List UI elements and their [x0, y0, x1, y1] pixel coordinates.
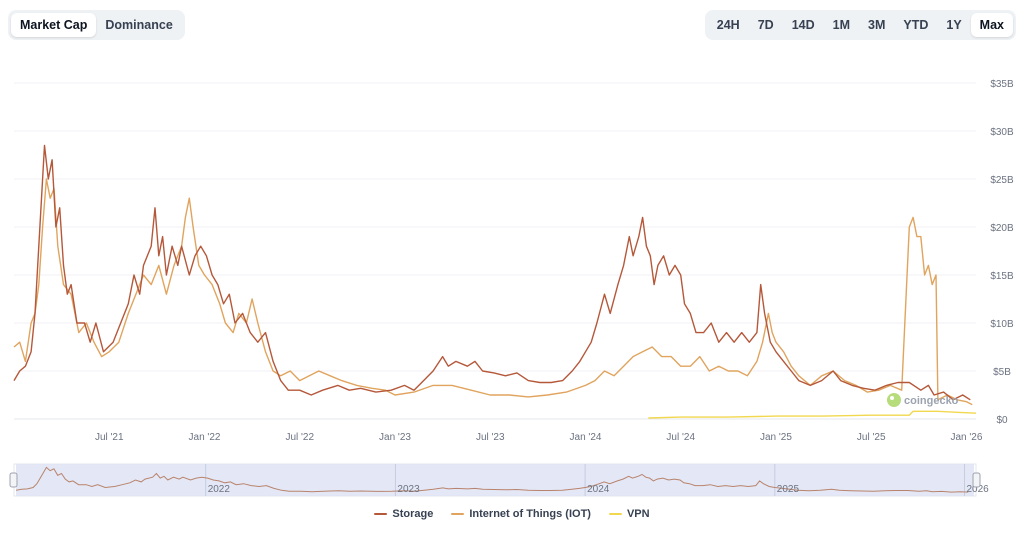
x-tick-label: Jan '24: [570, 432, 602, 443]
y-tick-label: $10B: [990, 319, 1014, 330]
dominance-button[interactable]: Dominance: [105, 18, 173, 32]
range-navigator[interactable]: 2022 2023 2024 2025 2026: [9, 463, 990, 497]
chart-legend: Storage Internet of Things (IOT) VPN: [0, 508, 1024, 520]
legend-label-iot: Internet of Things (IOT): [469, 508, 591, 520]
metric-toggle: Market Cap Dominance: [8, 10, 185, 40]
navigator-year-label: 2024: [587, 484, 610, 495]
y-tick-label: $35B: [990, 79, 1014, 90]
range-max-button[interactable]: Max: [970, 13, 1013, 37]
navigator-year-label: 2026: [967, 484, 990, 495]
navigator-selection[interactable]: [16, 464, 974, 496]
navigator-year-label: 2022: [208, 484, 231, 495]
x-tick-label: Jan '26: [951, 432, 983, 443]
legend-label-vpn: VPN: [626, 508, 650, 520]
x-tick-label: Jan '25: [760, 432, 792, 443]
x-tick-label: Jul '22: [285, 432, 314, 443]
legend-label-storage: Storage: [392, 508, 434, 520]
x-tick-label: Jul '23: [476, 432, 505, 443]
series-line-iot[interactable]: [13, 178, 973, 406]
legend-item-iot[interactable]: Internet of Things (IOT): [451, 508, 591, 520]
x-tick-label: Jul '24: [666, 432, 695, 443]
series-line-storage[interactable]: [13, 144, 971, 401]
range-7d-button[interactable]: 7D: [757, 18, 774, 32]
navigator-year-label: 2023: [397, 484, 420, 495]
range-1m-button[interactable]: 1M: [832, 18, 850, 32]
range-3m-button[interactable]: 3M: [868, 18, 886, 32]
coingecko-logo-eye-icon: [890, 396, 894, 400]
navigator-right-handle[interactable]: [972, 472, 981, 488]
legend-swatch-storage: [374, 513, 388, 515]
y-tick-label: $30B: [990, 127, 1014, 138]
navigator-year-label: 2025: [777, 484, 800, 495]
x-tick-label: Jan '22: [189, 432, 221, 443]
coingecko-logo-icon: [887, 393, 901, 407]
legend-item-storage[interactable]: Storage: [374, 508, 433, 520]
x-tick-label: Jul '21: [95, 432, 124, 443]
y-tick-label: $5B: [993, 367, 1011, 378]
navigator-series-line: [15, 466, 969, 493]
y-tick-label: $25B: [990, 175, 1014, 186]
time-range-selector: 24H 7D 14D 1M 3M YTD 1Y Max: [704, 10, 1016, 40]
range-14d-button[interactable]: 14D: [791, 18, 815, 32]
y-tick-label: $0: [996, 415, 1008, 426]
range-ytd-button[interactable]: YTD: [903, 18, 929, 32]
navigator-left-handle[interactable]: [9, 472, 18, 488]
series-line-vpn[interactable]: [648, 410, 977, 419]
legend-swatch-vpn: [608, 513, 622, 515]
y-tick-label: $20B: [990, 223, 1014, 234]
market-cap-button[interactable]: Market Cap: [11, 13, 97, 37]
y-tick-label: $15B: [990, 271, 1014, 282]
range-1y-button[interactable]: 1Y: [946, 18, 962, 32]
x-tick-label: Jul '25: [857, 432, 886, 443]
x-tick-label: Jan '23: [379, 432, 411, 443]
legend-item-vpn[interactable]: VPN: [608, 508, 650, 520]
legend-swatch-iot: [451, 513, 465, 515]
coingecko-watermark: coingecko: [904, 395, 959, 407]
range-24h-button[interactable]: 24H: [716, 18, 740, 32]
